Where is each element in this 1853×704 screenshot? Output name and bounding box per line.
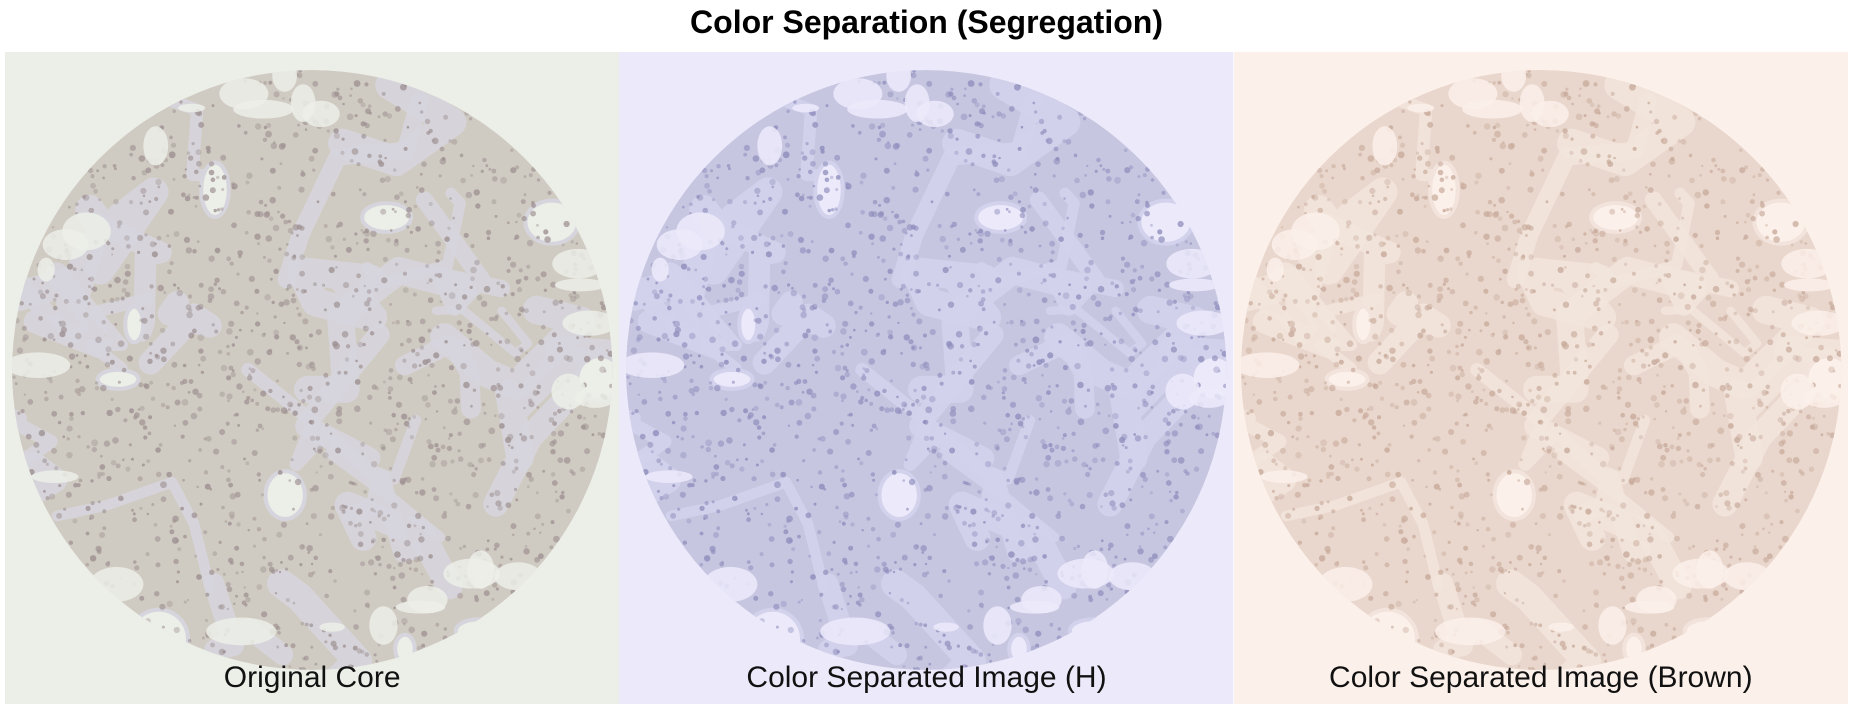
panel-caption-h: Color Separated Image (H) [746,661,1107,694]
brown-channel-image [1233,52,1848,704]
original-core-image [5,52,620,704]
panel-row: Original Core Color Separated Image (H) … [5,52,1848,704]
panel-brown-channel: Color Separated Image (Brown) [1233,52,1848,704]
panel-original-core: Original Core [5,52,620,704]
figure-title: Color Separation (Segregation) [690,4,1163,40]
panel-caption-original: Original Core [223,661,401,694]
panel-h-channel: Color Separated Image (H) [619,52,1234,704]
h-channel-image [619,52,1234,704]
panel-caption-brown: Color Separated Image (Brown) [1329,661,1753,694]
